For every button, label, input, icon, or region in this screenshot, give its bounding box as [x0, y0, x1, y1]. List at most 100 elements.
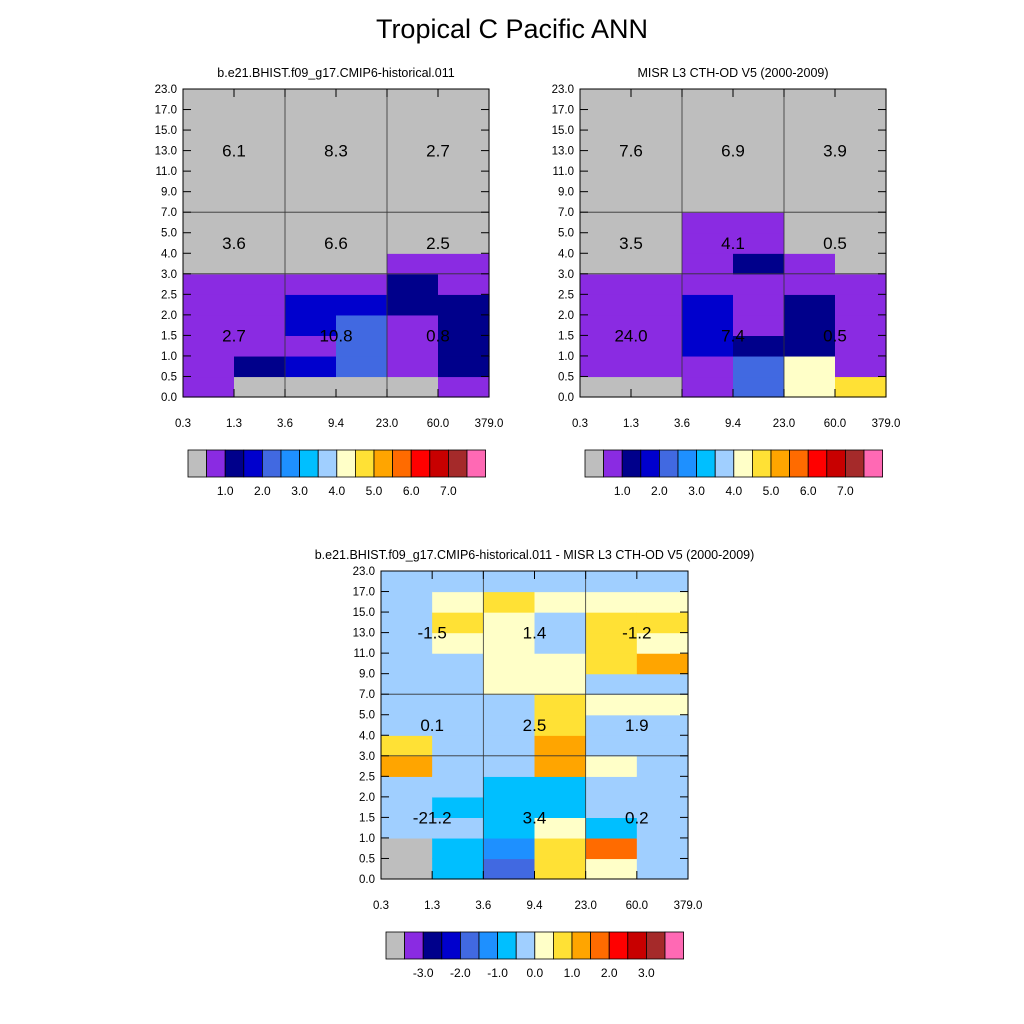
heatmap-cell — [585, 694, 638, 716]
heatmap-cell — [336, 273, 388, 295]
cell-annotation: 1.9 — [625, 716, 649, 735]
heatmap-cell — [534, 673, 587, 695]
heatmap-cell — [432, 612, 484, 634]
heatmap-cell — [682, 273, 734, 295]
heatmap-cell — [432, 673, 484, 695]
heatmap-cell — [835, 294, 887, 316]
colorbar-swatch — [187, 449, 208, 478]
y-tick-label: 2.5 — [359, 771, 375, 783]
heatmap-cell — [432, 837, 484, 860]
heatmap-cell — [183, 89, 235, 111]
heatmap-cell — [234, 130, 286, 152]
heatmap-cell — [585, 673, 638, 695]
heatmap-cell — [483, 673, 536, 695]
colorbar-swatch — [515, 931, 536, 960]
heatmap-cell — [381, 817, 433, 839]
heatmap-cell — [784, 109, 836, 131]
heatmap-cell — [585, 714, 638, 736]
heatmap-cell — [784, 376, 836, 398]
heatmap-cell — [835, 335, 887, 357]
heatmap-cell — [285, 232, 337, 254]
heatmap-cell — [580, 314, 632, 336]
panel-title: b.e21.BHIST.f09_g17.CMIP6-historical.011 — [217, 66, 454, 80]
colorbar-swatch — [261, 449, 282, 478]
colorbar-label: 5.0 — [763, 484, 780, 498]
heatmap-cell — [483, 714, 536, 736]
heatmap-cell — [483, 755, 536, 777]
colorbar-swatch — [553, 931, 573, 960]
heatmap-cell — [733, 314, 785, 336]
y-tick-label: 2.5 — [161, 289, 177, 301]
heatmap-cell — [580, 232, 632, 254]
y-tick-label: 23.0 — [552, 84, 574, 96]
colorbar-swatch — [429, 449, 449, 478]
heatmap-cell — [438, 232, 490, 254]
heatmap-cell — [234, 212, 286, 234]
x-tick-label: 9.4 — [725, 418, 742, 430]
x-tick-label: 3.6 — [475, 900, 491, 912]
heatmap-cell — [183, 376, 235, 398]
heatmap-cell — [631, 171, 683, 193]
heatmap-cell — [682, 130, 734, 152]
heatmap-cell — [432, 571, 484, 593]
heatmap-cell — [580, 253, 632, 275]
heatmap-cell — [784, 130, 836, 152]
colorbar-swatch — [336, 449, 356, 478]
cell-annotation: 3.5 — [619, 234, 643, 253]
heatmap-cell — [580, 294, 632, 316]
heatmap-cell — [234, 191, 286, 213]
colorbar-swatch — [608, 931, 629, 960]
heatmap-cell — [585, 755, 638, 777]
heatmap-cell — [381, 612, 433, 634]
heatmap-cell — [183, 335, 235, 357]
heatmap-cell — [285, 212, 337, 234]
heatmap-cell — [682, 232, 734, 254]
heatmap-cell — [381, 837, 433, 860]
colorbar-swatch — [534, 931, 554, 960]
heatmap-cell — [585, 612, 638, 634]
x-tick-label: 1.3 — [424, 900, 440, 912]
heatmap-cell — [585, 735, 638, 757]
heatmap-cell — [784, 232, 836, 254]
heatmap-cell — [234, 355, 286, 378]
heatmap-cell — [534, 817, 587, 839]
heatmap-cell — [387, 335, 439, 357]
x-tick-label: 60.0 — [427, 418, 449, 430]
heatmap-cell — [534, 858, 587, 880]
heatmap-cell — [631, 212, 683, 234]
y-tick-label: 4.0 — [161, 248, 177, 260]
y-tick-label: 7.0 — [359, 689, 375, 701]
heatmap-cell — [636, 612, 689, 634]
heatmap-cell — [534, 612, 587, 634]
x-tick-label: 60.0 — [824, 418, 846, 430]
y-tick-label: 17.0 — [155, 105, 177, 117]
colorbar-swatch — [466, 449, 487, 478]
x-tick-label: 3.6 — [277, 418, 293, 430]
heatmap-cell — [733, 150, 785, 172]
heatmap-cell — [432, 817, 484, 839]
colorbar-swatch — [646, 931, 666, 960]
heatmap-cell — [234, 273, 286, 295]
heatmap-cell — [285, 109, 337, 131]
y-tick-label: 2.0 — [161, 310, 177, 322]
heatmap-cell — [636, 591, 689, 613]
heatmap-cell — [784, 335, 836, 357]
y-tick-label: 1.5 — [161, 330, 177, 342]
heatmap-cell — [631, 294, 683, 316]
heatmap-cell — [234, 335, 286, 357]
colorbar-swatch — [478, 931, 499, 960]
x-tick-label: 379.0 — [674, 900, 703, 912]
heatmap-cell — [183, 171, 235, 193]
heatmap-cell — [387, 376, 439, 398]
heatmap-cell — [234, 376, 286, 398]
y-tick-label: 7.0 — [161, 207, 177, 219]
y-tick-label: 11.0 — [552, 166, 574, 178]
heatmap-cell — [438, 273, 490, 295]
colorbar-swatch — [224, 449, 245, 478]
heatmap-cell — [534, 571, 587, 593]
heatmap-cell — [483, 653, 536, 675]
heatmap-cell — [580, 89, 632, 111]
heatmap-cell — [534, 591, 587, 613]
